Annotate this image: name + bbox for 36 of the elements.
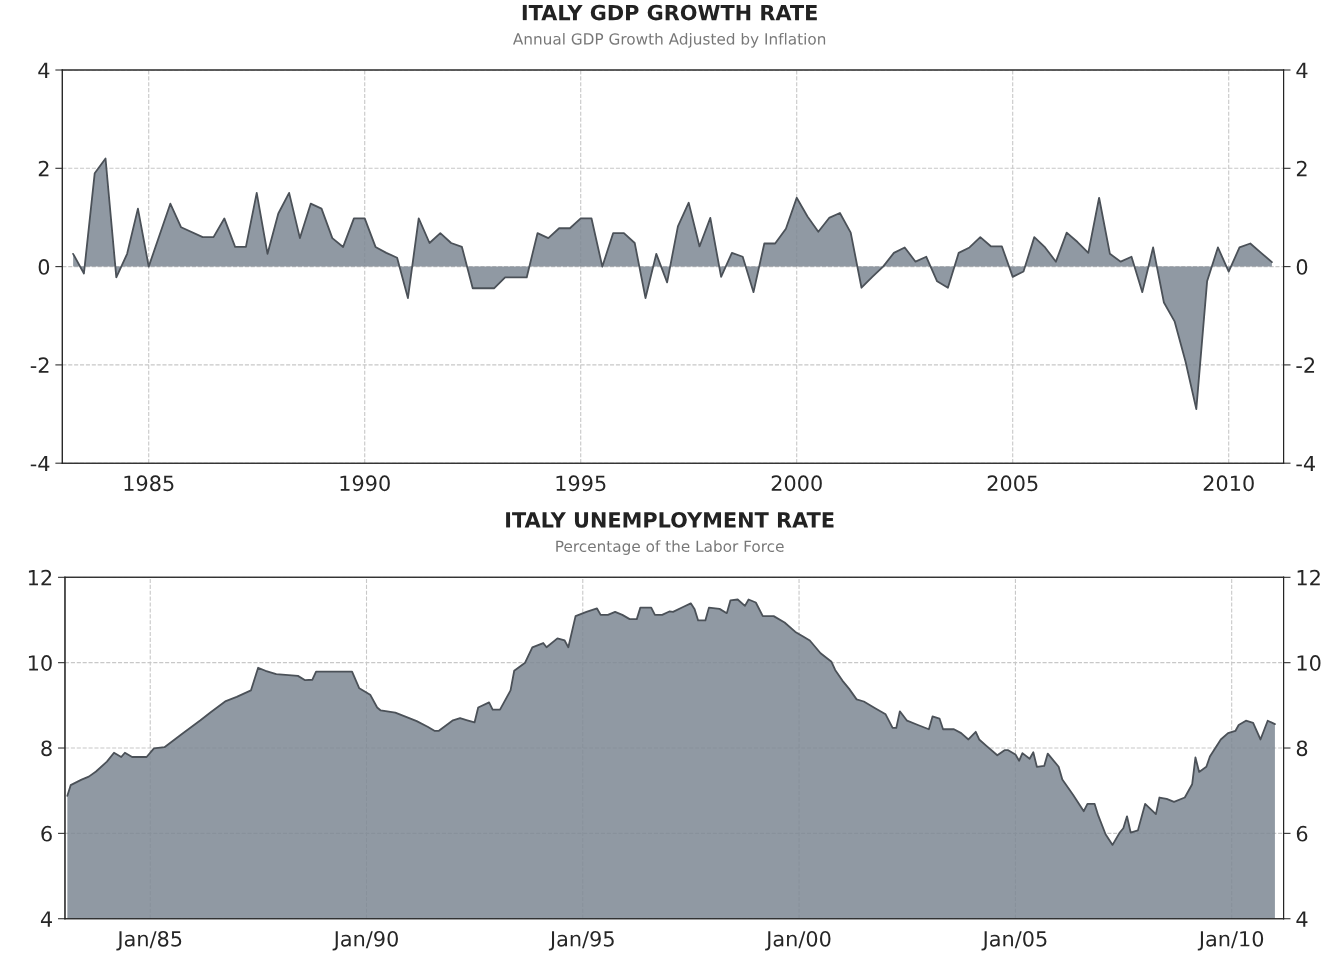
chart-title: ITALY UNEMPLOYMENT RATE [506,511,834,528]
y-tick-label: 6 [41,825,52,842]
x-tick-label: 1995 [556,475,606,492]
chart-subtitle: Percentage of the Labor Force [556,540,784,555]
chart-subtitle: Annual GDP Growth Adjusted by Inflation [512,32,826,48]
x-tick-label: Jan/85 [116,930,182,951]
chart-title: ITALY GDP GROWTH RATE [522,4,817,21]
x-tick-label: 2005 [987,475,1038,492]
y-tick-label: 0 [38,259,50,275]
x-tick-label: Jan/95 [548,930,614,951]
x-tick-label: 2000 [771,475,822,492]
y2-tick-label: 12 [1297,569,1320,586]
y-tick-label: 8 [41,740,52,757]
y-tick-label: 10 [28,655,52,671]
y2-tick-label: 2 [1296,160,1307,177]
x-tick-label: Jan/05 [981,930,1047,951]
x-tick-label: Jan/90 [332,930,398,951]
y2-tick-label: -4 [1296,455,1315,472]
y-tick-label: 4 [40,911,52,927]
y2-tick-label: 4 [1296,62,1308,78]
y2-tick-label: 0 [1296,259,1308,275]
y2-tick-label: 8 [1296,740,1308,757]
y-tick-label: 12 [28,569,52,586]
x-tick-label: 2010 [1203,475,1254,492]
x-tick-label: 1985 [124,475,174,492]
y-tick-label: 4 [38,62,50,78]
y-tick-label: 2 [38,160,49,177]
y2-tick-label: 10 [1297,655,1321,671]
y-tick-label: -2 [30,357,49,373]
x-tick-label: Jan/10 [1197,930,1264,951]
y2-tick-label: -2 [1296,357,1315,373]
x-tick-label: 1990 [340,475,390,492]
y2-tick-label: 4 [1296,911,1308,927]
y-tick-label: -4 [30,455,50,472]
y2-tick-label: 6 [1296,825,1308,842]
x-tick-label: Jan/00 [765,930,831,951]
